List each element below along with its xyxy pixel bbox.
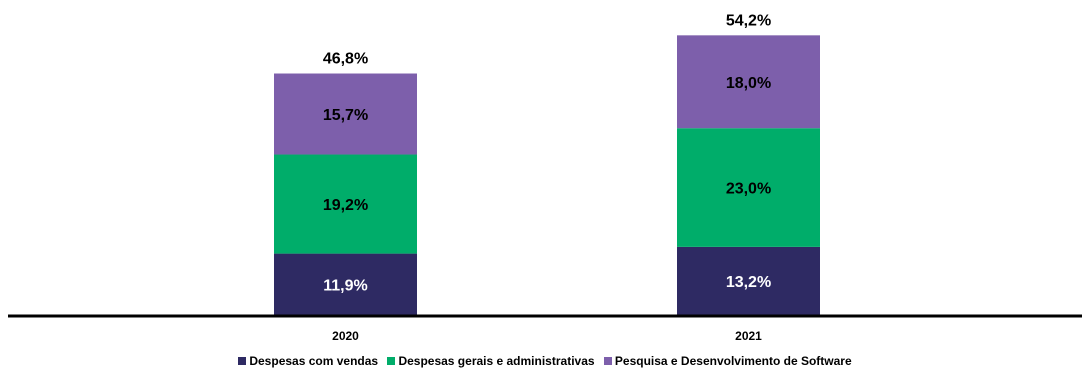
- legend-item-sales: Despesas com vendas: [238, 354, 378, 368]
- total-label-2021: 54,2%: [726, 12, 771, 29]
- legend-item-admin: Despesas gerais e administrativas: [387, 354, 595, 368]
- legend-swatch-admin: [387, 357, 396, 365]
- data-label-sales-2021: 13,2%: [726, 274, 771, 291]
- category-labels: 2020 2021: [332, 329, 762, 343]
- bar-admin-2021: [677, 128, 820, 247]
- bar-rnd-2020: [274, 73, 417, 155]
- legend-swatch-rnd: [603, 357, 612, 365]
- data-label-rnd-2021: 18,0%: [726, 75, 771, 92]
- legend-label-admin: Despesas gerais e administrativas: [398, 354, 595, 368]
- legend: Despesas com vendas Despesas gerais e ad…: [0, 354, 1090, 368]
- legend-swatch-sales: [238, 357, 247, 365]
- legend-item-rnd: Pesquisa e Desenvolvimento de Software: [603, 354, 852, 368]
- category-label-2020: 2020: [332, 329, 359, 343]
- data-label-admin-2020: 19,2%: [323, 197, 368, 214]
- total-label-2020: 46,8%: [323, 51, 368, 68]
- data-label-sales-2020: 11,9%: [323, 277, 367, 294]
- bars-group: [274, 35, 820, 315]
- bar-admin-2020: [274, 154, 417, 254]
- bar-sales-2021: [677, 246, 820, 315]
- legend-label-sales: Despesas com vendas: [249, 354, 379, 368]
- bar-sales-2020: [274, 253, 417, 315]
- category-label-2021: 2021: [735, 329, 762, 343]
- data-label-admin-2021: 23,0%: [726, 181, 771, 198]
- bar-rnd-2021: [677, 35, 820, 129]
- labels-group: 11,9% 19,2% 15,7% 46,8% 13,2% 23,0% 18,0% 54,2%: [323, 12, 771, 294]
- legend-label-rnd: Pesquisa e Desenvolvimento de Software: [614, 354, 852, 368]
- data-label-rnd-2020: 15,7%: [323, 107, 368, 124]
